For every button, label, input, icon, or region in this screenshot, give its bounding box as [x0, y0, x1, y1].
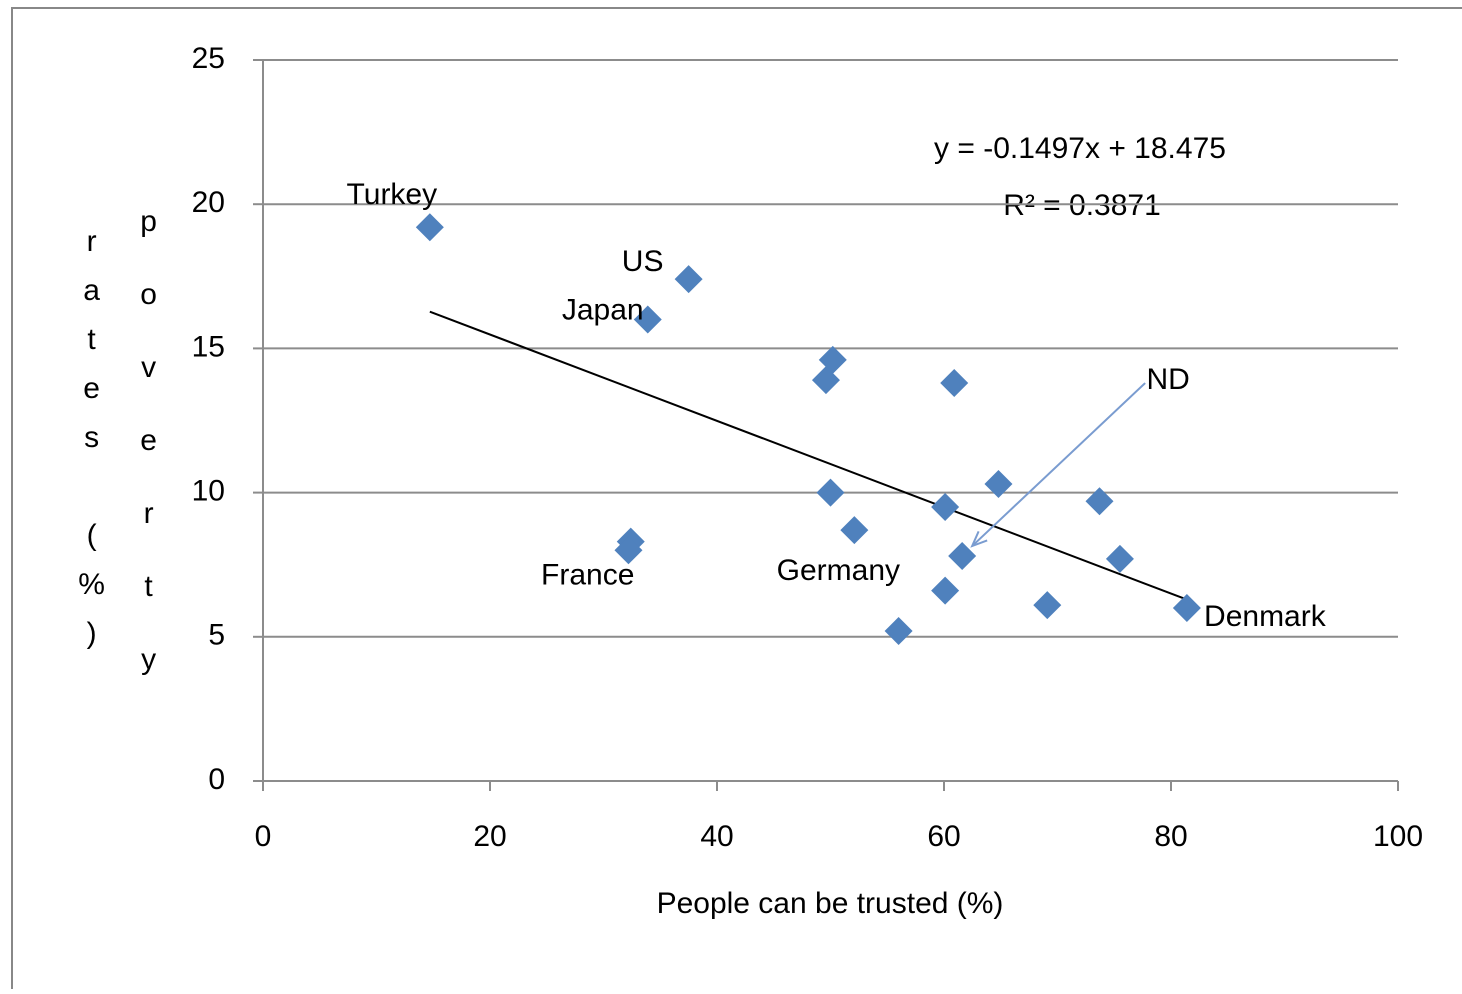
point — [1085, 487, 1114, 516]
point-label: Germany — [777, 554, 900, 587]
point — [816, 478, 845, 507]
x-tick-label: 80 — [1154, 820, 1187, 853]
point — [1033, 591, 1062, 620]
x-tick-label: 20 — [473, 820, 506, 853]
arrow — [971, 382, 1146, 547]
point — [614, 536, 643, 565]
point — [948, 542, 977, 571]
point — [674, 265, 703, 294]
y-tick-label: 0 — [208, 763, 225, 796]
point — [940, 369, 969, 398]
trend-r2: R² = 0.3871 — [1003, 189, 1161, 222]
y-tick-label: 20 — [192, 186, 225, 219]
x-tick-label: 40 — [700, 820, 733, 853]
y-tick-label: 10 — [192, 475, 225, 508]
point — [984, 469, 1013, 498]
point — [633, 305, 662, 334]
x-tick-label: 0 — [255, 820, 272, 853]
point-label: Japan — [562, 293, 644, 326]
y-axis-title: rates (%) — [75, 225, 108, 666]
point-label: Turkey — [347, 178, 438, 211]
point — [811, 366, 840, 395]
trend-line — [429, 310, 1188, 601]
point-label: Denmark — [1204, 600, 1327, 633]
point — [884, 617, 913, 646]
y-tick-label: 25 — [192, 42, 225, 75]
point — [415, 213, 444, 242]
y-tick-label: 15 — [192, 330, 225, 363]
x-axis-title: People can be trusted (%) — [657, 887, 1004, 920]
point-label: US — [622, 245, 664, 278]
frame — [11, 7, 1462, 994]
point — [931, 493, 960, 522]
trend-equation: y = -0.1497x + 18.475 — [934, 132, 1226, 165]
point-label: France — [541, 559, 634, 592]
arrow-head — [970, 531, 988, 548]
point — [1172, 593, 1201, 622]
point-label: ND — [1146, 363, 1189, 396]
x-tick-label: 60 — [927, 820, 960, 853]
point — [931, 576, 960, 605]
x-tick-label: 100 — [1373, 820, 1423, 853]
y-tick-label: 5 — [208, 619, 225, 652]
y-axis-title: poverty — [132, 205, 165, 716]
point — [1105, 544, 1134, 573]
point — [840, 516, 869, 545]
